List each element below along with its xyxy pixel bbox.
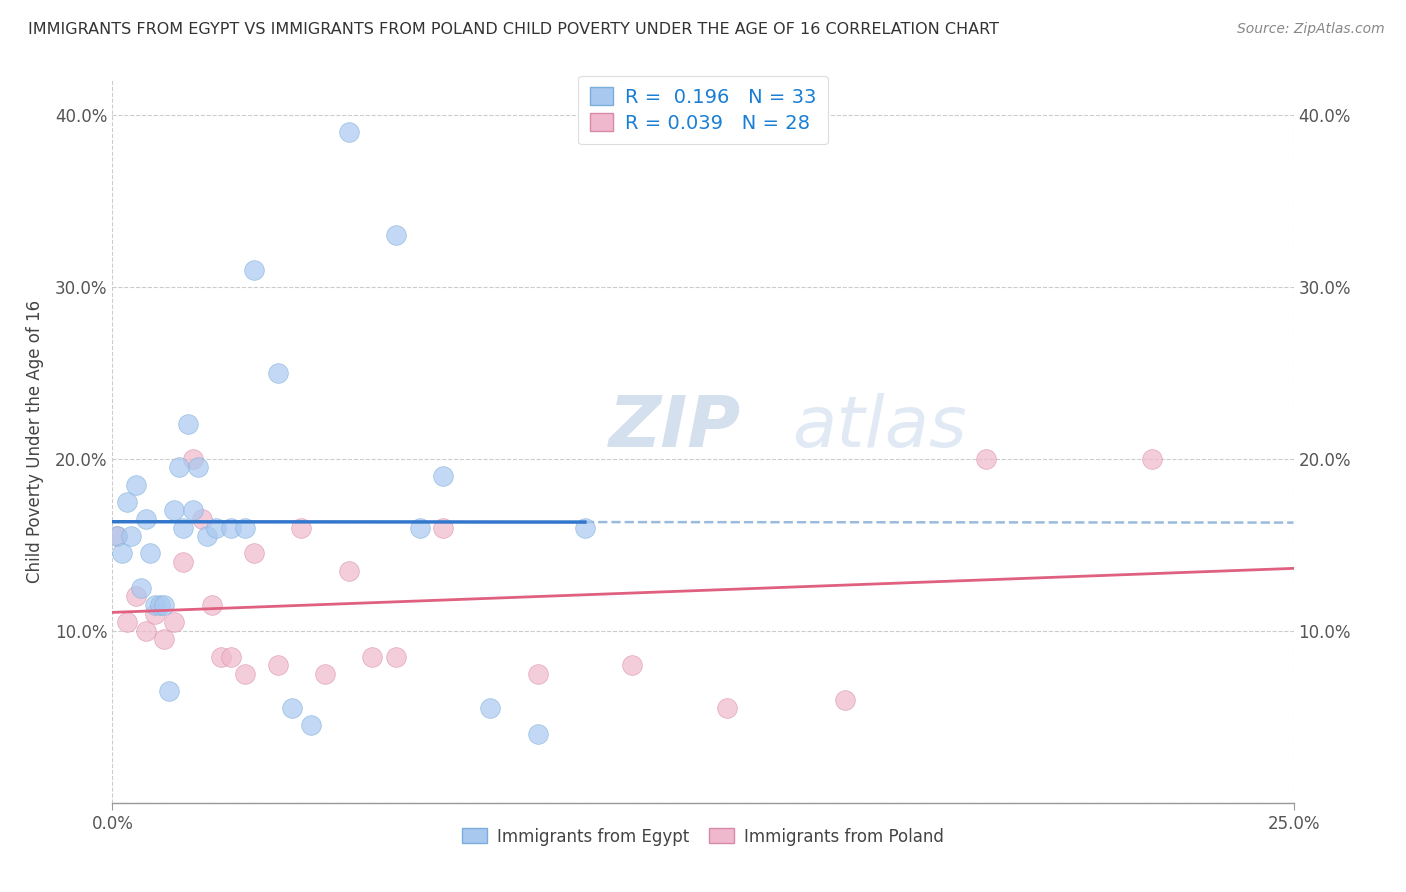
Point [153, 632, 176, 647]
Point [574, 520, 596, 534]
Point [1140, 451, 1163, 466]
Text: ZIP: ZIP [609, 392, 741, 461]
Point [115, 615, 138, 630]
Text: Source: ZipAtlas.com: Source: ZipAtlas.com [1237, 22, 1385, 37]
Point [385, 228, 408, 243]
Point [243, 546, 266, 560]
Point [135, 512, 157, 526]
Point [621, 658, 644, 673]
Point [111, 546, 134, 560]
Point [167, 460, 190, 475]
Point [385, 649, 408, 664]
Point [143, 598, 166, 612]
Point [432, 520, 454, 534]
Y-axis label: Child Poverty Under the Age of 16: Child Poverty Under the Age of 16 [25, 300, 44, 583]
Point [834, 692, 856, 706]
Point [143, 607, 166, 621]
Point [115, 494, 138, 508]
Point [267, 658, 290, 673]
Point [139, 546, 162, 560]
Point [177, 417, 200, 432]
Point [233, 666, 256, 681]
Point [314, 666, 336, 681]
Point [243, 262, 266, 277]
Point [209, 649, 232, 664]
Point [337, 564, 360, 578]
Point [129, 581, 152, 595]
Point [361, 649, 384, 664]
Point [157, 684, 180, 698]
Point [337, 125, 360, 139]
Point [267, 366, 290, 380]
Point [479, 701, 502, 715]
Point [281, 701, 304, 715]
Point [125, 590, 148, 604]
Point [120, 529, 142, 543]
Point [526, 727, 548, 741]
Point [299, 718, 322, 732]
Point [181, 451, 204, 466]
Point [186, 460, 208, 475]
Text: IMMIGRANTS FROM EGYPT VS IMMIGRANTS FROM POLAND CHILD POVERTY UNDER THE AGE OF 1: IMMIGRANTS FROM EGYPT VS IMMIGRANTS FROM… [28, 22, 1000, 37]
Point [201, 598, 224, 612]
Point [191, 512, 214, 526]
Point [163, 615, 186, 630]
Point [195, 529, 218, 543]
Point [976, 451, 998, 466]
Point [163, 503, 186, 517]
Point [205, 520, 228, 534]
Point [290, 520, 312, 534]
Point [149, 598, 172, 612]
Point [105, 529, 128, 543]
Legend: Immigrants from Egypt, Immigrants from Poland: Immigrants from Egypt, Immigrants from P… [456, 821, 950, 852]
Point [135, 624, 157, 638]
Point [181, 503, 204, 517]
Point [153, 598, 176, 612]
Point [526, 666, 548, 681]
Point [408, 520, 430, 534]
Point [172, 555, 194, 569]
Point [432, 469, 454, 483]
Text: atlas: atlas [792, 392, 966, 461]
Point [219, 649, 242, 664]
Point [125, 477, 148, 491]
Point [716, 701, 738, 715]
Point [219, 520, 242, 534]
Point [233, 520, 256, 534]
Point [172, 520, 194, 534]
Point [105, 529, 128, 543]
